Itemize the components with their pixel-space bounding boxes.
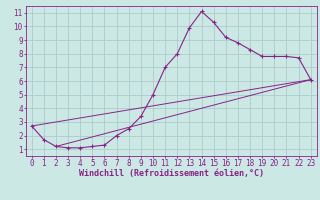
X-axis label: Windchill (Refroidissement éolien,°C): Windchill (Refroidissement éolien,°C) — [79, 169, 264, 178]
